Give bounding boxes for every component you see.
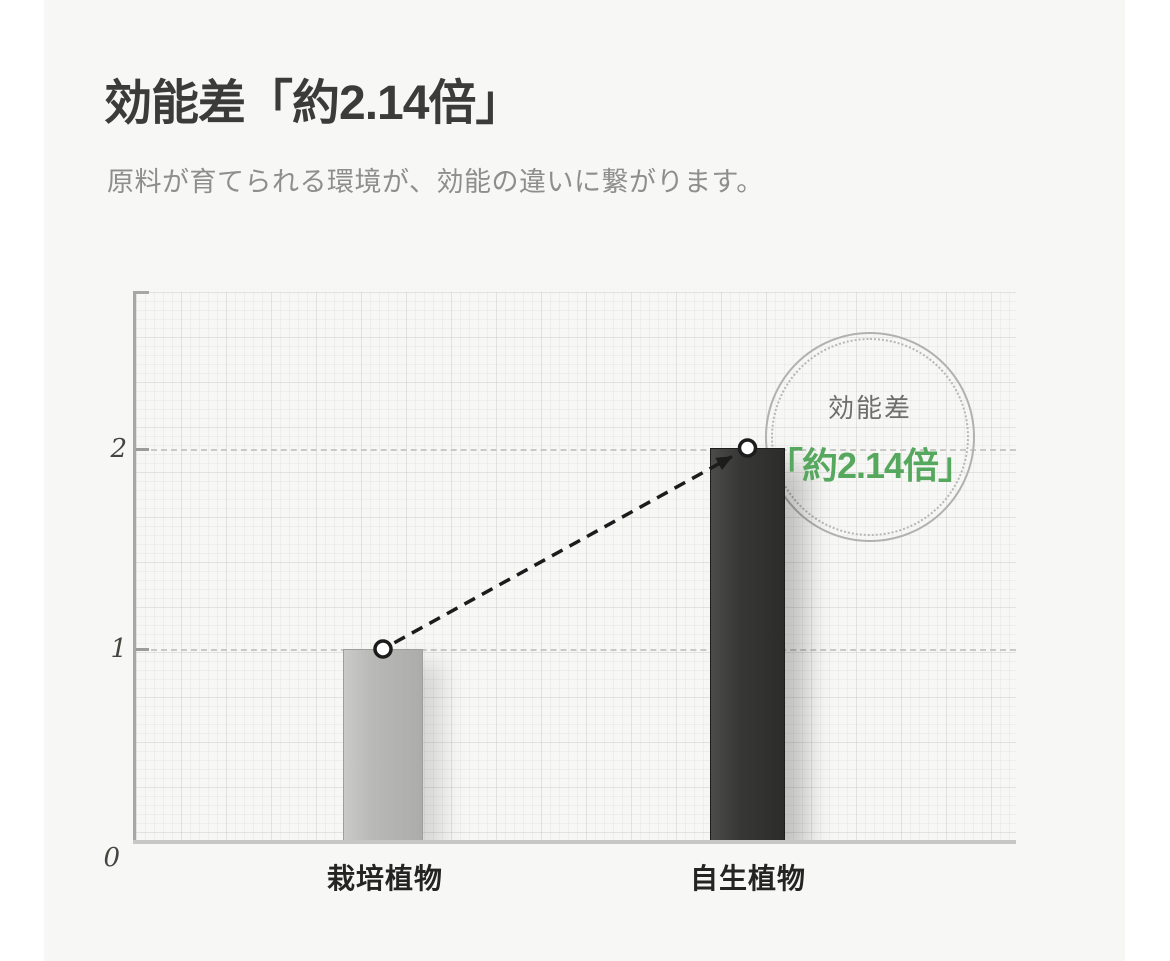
ratio-badge-label: 効能差 bbox=[827, 393, 912, 423]
bar-cultivated-plant bbox=[343, 649, 423, 842]
ratio-badge-dotted-ring bbox=[771, 338, 969, 536]
y-tick-2 bbox=[136, 448, 149, 451]
ratio-badge-value: 「約2.14倍」 bbox=[766, 445, 974, 486]
category-label-cultivated: 栽培植物 bbox=[326, 863, 443, 894]
y-tick-1 bbox=[136, 648, 149, 651]
bars-layer bbox=[136, 292, 1016, 842]
y-tick-label-0: 0 bbox=[103, 843, 120, 873]
bar-wild-plant bbox=[710, 448, 785, 842]
ratio-badge-ring bbox=[765, 332, 975, 542]
y-tick-label-1: 1 bbox=[110, 634, 127, 664]
page-title: 効能差「約2.14倍」 bbox=[104, 77, 523, 130]
y-axis-top-cap bbox=[136, 291, 149, 294]
gridline-y1 bbox=[151, 649, 1016, 651]
page-subtitle: 原料が育てられる環境が、効能の違いに繋がります。 bbox=[107, 167, 764, 197]
y-axis-line bbox=[133, 291, 136, 843]
gridline-y2 bbox=[151, 449, 1016, 451]
category-label-wild: 自生植物 bbox=[689, 863, 806, 894]
ratio-badge: 効能差 「約2.14倍」 bbox=[765, 388, 975, 489]
x-axis-line bbox=[133, 840, 1016, 844]
y-tick-label-2: 2 bbox=[110, 434, 127, 464]
